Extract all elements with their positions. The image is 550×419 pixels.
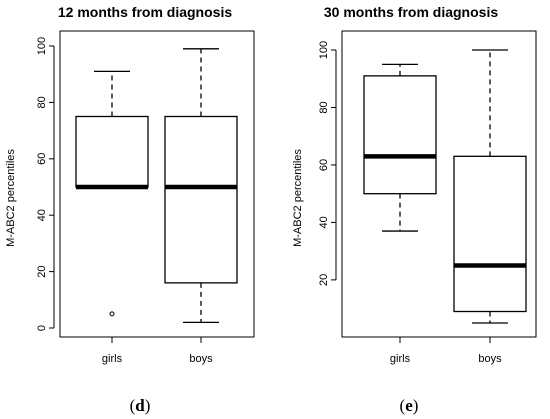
panel-label: (d)	[130, 396, 151, 415]
x-tick-label: girls	[102, 353, 123, 365]
x-tick-label: girls	[390, 353, 411, 365]
panel-label: (e)	[400, 396, 419, 415]
boxes	[75, 48, 238, 324]
y-tick-label: 20	[36, 265, 48, 277]
outlier-point	[109, 311, 115, 317]
x-tick-label: boys	[189, 353, 213, 365]
x-axis: girls boys	[102, 337, 213, 365]
y-axis-label: M-ABC2 percentiles	[5, 149, 17, 247]
y-axis: 20 40 60 80 100	[318, 41, 337, 286]
y-tick-label: 100	[36, 37, 48, 55]
plot-frame	[59, 30, 255, 338]
box-boys	[453, 49, 527, 324]
box-girls	[75, 70, 149, 317]
chart-title: 12 months from diagnosis	[58, 4, 232, 20]
y-tick-label: 0	[36, 325, 48, 331]
y-axis: 0 20 40 60 80 100	[36, 37, 55, 331]
boxes	[363, 49, 527, 324]
y-tick-label: 80	[36, 96, 48, 108]
y-tick-label: 20	[318, 274, 330, 286]
box-iqr	[164, 115, 238, 284]
x-tick-label: boys	[478, 353, 502, 365]
chart-title: 30 months from diagnosis	[324, 4, 498, 20]
chart-panel-12-months: 12 months from diagnosis M-ABC2 percenti…	[5, 4, 255, 415]
box-boys	[164, 48, 238, 324]
y-tick-label: 40	[36, 209, 48, 221]
y-tick-label: 80	[318, 101, 330, 113]
box-iqr	[453, 155, 527, 313]
chart-panel-30-months: 30 months from diagnosis M-ABC2 percenti…	[292, 4, 537, 415]
box-girls	[363, 63, 437, 232]
y-tick-label: 60	[318, 159, 330, 171]
y-axis-label: M-ABC2 percentiles	[292, 149, 304, 247]
box-iqr	[363, 75, 437, 195]
x-axis: girls boys	[390, 337, 502, 365]
plot-frame	[341, 30, 537, 338]
box-iqr	[75, 115, 149, 188]
y-tick-label: 60	[36, 153, 48, 165]
y-tick-label: 100	[318, 41, 330, 59]
y-tick-label: 40	[318, 216, 330, 228]
